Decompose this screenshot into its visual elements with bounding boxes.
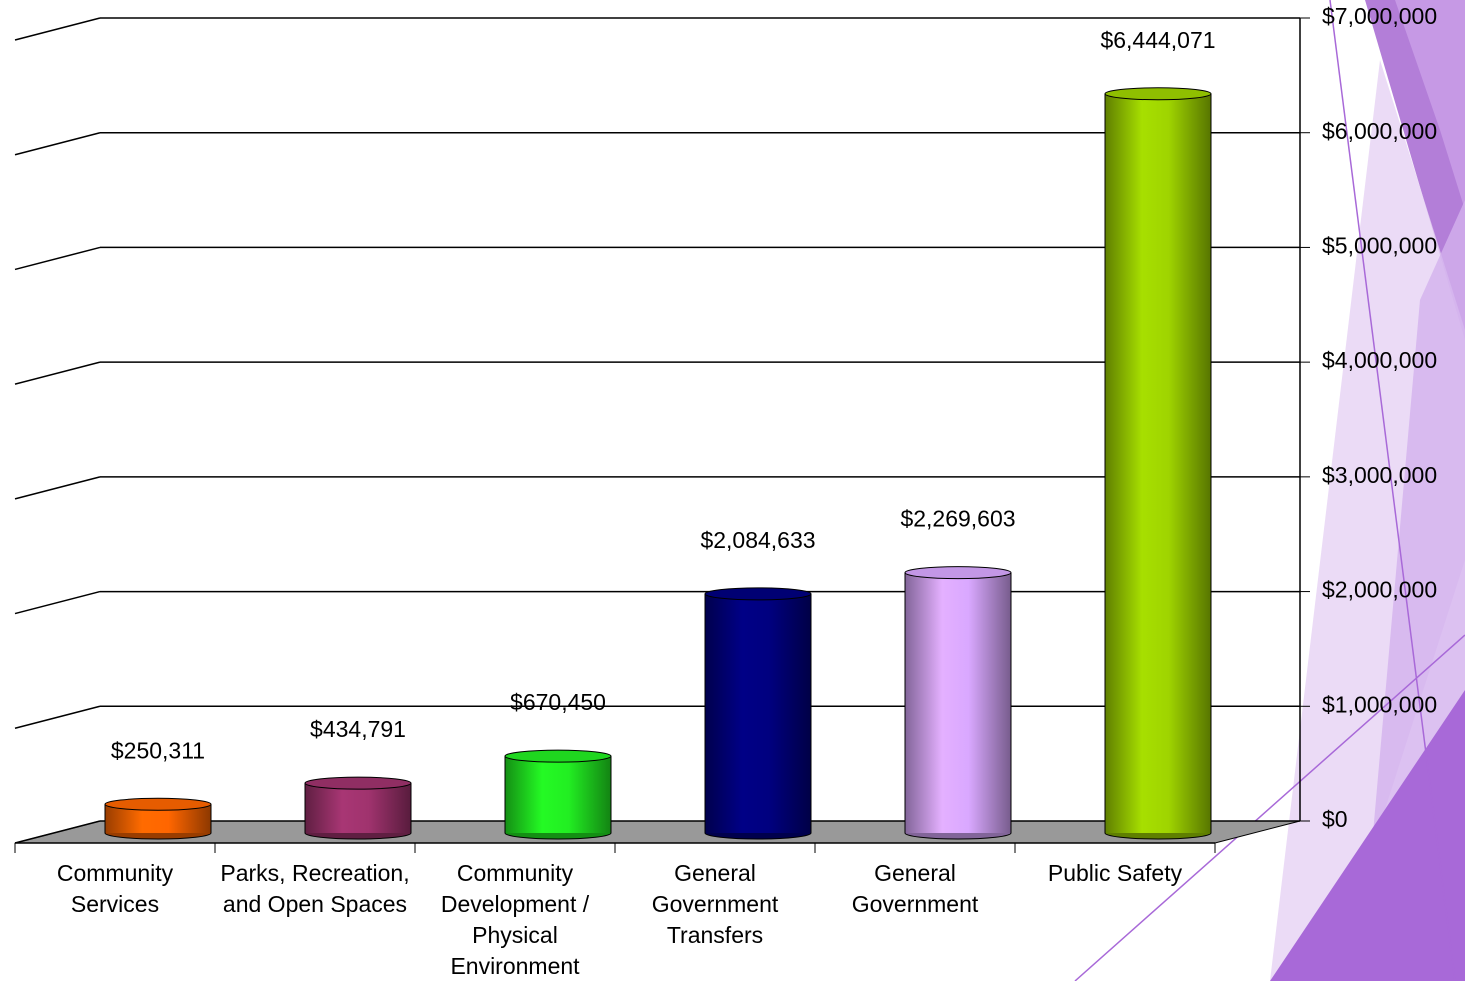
x-tick-label: Public Safety bbox=[1047, 860, 1183, 886]
bar-outline bbox=[304, 783, 412, 833]
y-tick-label: $1,000,000 bbox=[1322, 691, 1437, 717]
bar-outline bbox=[1104, 93, 1212, 833]
bar-top bbox=[1104, 87, 1212, 101]
value-label: $250,311 bbox=[111, 737, 205, 763]
value-label: $6,444,071 bbox=[1100, 27, 1215, 53]
bar-body bbox=[705, 593, 811, 833]
bar-top bbox=[904, 566, 1012, 580]
bar-outline bbox=[104, 804, 212, 833]
bar bbox=[1104, 87, 1212, 840]
x-tick-label: General Government Transfers bbox=[651, 860, 779, 948]
bar-outline bbox=[904, 572, 1012, 833]
bar bbox=[904, 566, 1012, 840]
value-label: $670,450 bbox=[510, 689, 606, 715]
grid-line-side bbox=[14, 820, 101, 844]
value-label: $2,084,633 bbox=[700, 527, 815, 553]
y-tick-label: $0 bbox=[1322, 806, 1348, 832]
bar-top bbox=[304, 776, 412, 790]
y-tick-label: $6,000,000 bbox=[1322, 118, 1437, 144]
grid-line-side bbox=[14, 705, 101, 730]
grid-line-side bbox=[14, 246, 101, 271]
bar-body bbox=[905, 572, 1011, 833]
bar-top bbox=[504, 749, 612, 763]
bar-body bbox=[305, 783, 411, 833]
decoration bbox=[1074, 0, 1465, 981]
y-tick-label: $5,000,000 bbox=[1322, 233, 1437, 259]
grid-line-side bbox=[14, 476, 101, 500]
grid-line-side bbox=[14, 590, 101, 615]
bar bbox=[104, 797, 212, 840]
bar-top bbox=[104, 797, 212, 811]
bar-outline bbox=[704, 593, 812, 833]
value-label: $434,791 bbox=[310, 716, 406, 742]
bar bbox=[304, 776, 412, 840]
x-tick-label: Community Development / Physical Environ… bbox=[440, 860, 590, 979]
grid-line-side bbox=[14, 17, 101, 41]
y-tick-label: $4,000,000 bbox=[1322, 347, 1437, 373]
grid-line-side bbox=[14, 361, 101, 385]
value-label: $2,269,603 bbox=[900, 506, 1015, 532]
y-tick-label: $3,000,000 bbox=[1322, 462, 1437, 488]
y-tick-label: $7,000,000 bbox=[1322, 3, 1437, 29]
bar bbox=[504, 749, 612, 840]
bar-body bbox=[505, 756, 611, 833]
bar-top bbox=[704, 587, 812, 601]
bar-body bbox=[1105, 93, 1211, 833]
y-tick-label: $2,000,000 bbox=[1322, 577, 1437, 603]
x-tick-label: Community Services bbox=[56, 860, 174, 917]
grid-line-side bbox=[14, 131, 101, 156]
bar bbox=[704, 587, 812, 840]
x-tick-label: General Government bbox=[851, 860, 979, 917]
bar-outline bbox=[504, 756, 612, 833]
x-tick-label: Parks, Recreation, and Open Spaces bbox=[220, 860, 410, 917]
